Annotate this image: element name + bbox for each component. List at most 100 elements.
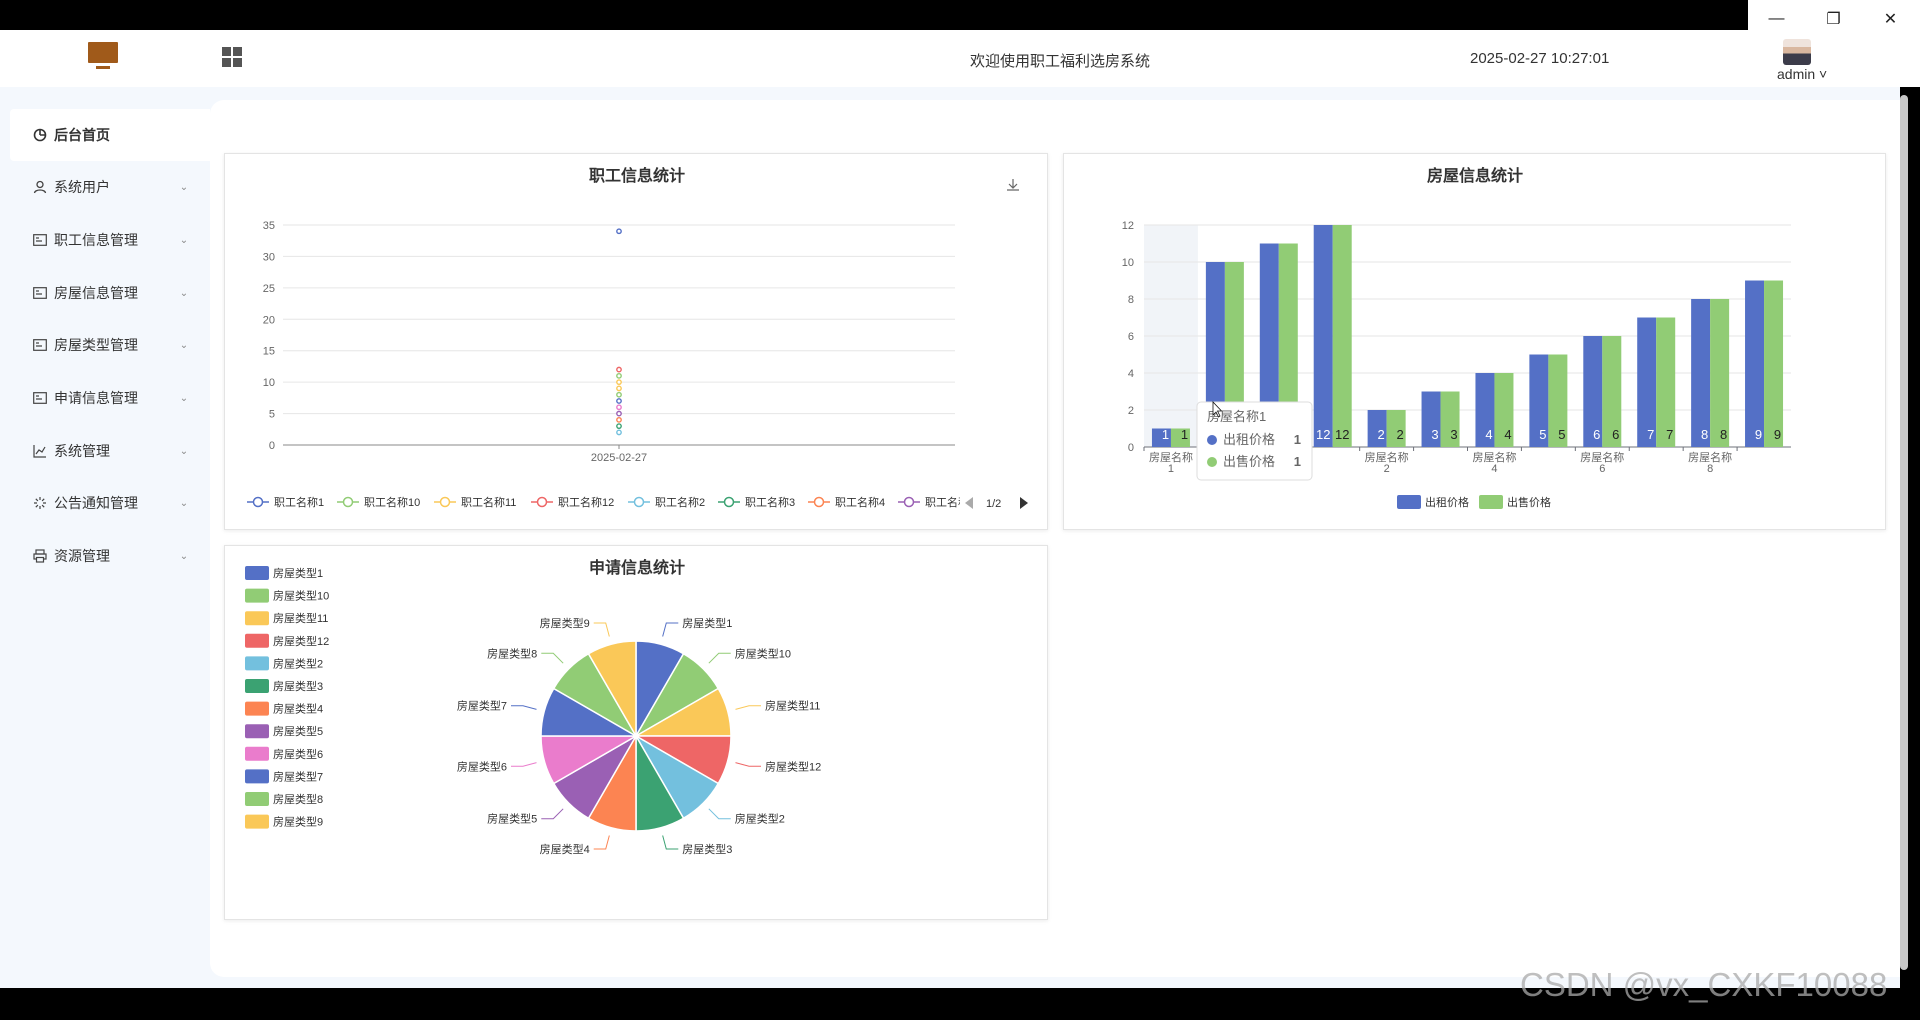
bar[interactable]: [1151, 428, 1171, 448]
page-scrollbar[interactable]: [1900, 95, 1908, 970]
sidebar-item-system[interactable]: 系统管理 ⌄: [10, 425, 210, 477]
sidebar-item-system-users[interactable]: 系统用户 ⌄: [10, 161, 210, 213]
bar[interactable]: [1602, 336, 1622, 447]
legend-label[interactable]: 出租价格: [1425, 495, 1469, 509]
legend-label[interactable]: 房屋类型11: [273, 611, 328, 625]
legend-marker[interactable]: [342, 496, 354, 508]
legend-label[interactable]: 房屋类型5: [273, 724, 323, 738]
legend-label[interactable]: 职工名称2: [655, 495, 705, 509]
legend-marker[interactable]: [245, 701, 269, 716]
legend-marker[interactable]: [245, 746, 269, 761]
legend-label[interactable]: 房屋类型12: [273, 634, 329, 648]
legend-marker[interactable]: [245, 679, 269, 693]
legend-marker[interactable]: [245, 814, 269, 829]
bar[interactable]: [1170, 428, 1190, 448]
scatter-point: [616, 404, 622, 411]
legend-marker[interactable]: [245, 769, 269, 784]
legend-marker[interactable]: [245, 656, 269, 671]
bar[interactable]: [1529, 354, 1549, 448]
legend-label[interactable]: 职工名称12: [558, 495, 614, 509]
bar[interactable]: [1386, 410, 1406, 447]
scatter-point: [616, 372, 622, 379]
bar-value-label: 3: [1450, 427, 1457, 442]
grid-icon[interactable]: [222, 47, 242, 67]
sidebar-item-employee-info[interactable]: 职工信息管理 ⌄: [10, 214, 210, 266]
legend-label[interactable]: 房屋类型7: [273, 769, 323, 783]
legend-prev-icon[interactable]: [965, 497, 973, 509]
bar[interactable]: [1548, 354, 1568, 448]
legend-label[interactable]: 房屋类型4: [273, 702, 323, 716]
bar-value-label: 1: [1162, 427, 1169, 442]
legend-marker[interactable]: [813, 496, 825, 508]
legend-marker[interactable]: [245, 611, 269, 626]
sidebar-item-label: 房屋信息管理: [54, 285, 138, 301]
bar[interactable]: [1421, 391, 1441, 448]
sidebar-item-house-type[interactable]: 房屋类型管理 ⌄: [10, 319, 210, 371]
bar[interactable]: [1278, 243, 1298, 448]
bar[interactable]: [1440, 391, 1460, 448]
sidebar-item-house-info[interactable]: 房屋信息管理 ⌄: [10, 267, 210, 319]
restore-icon[interactable]: ❐: [1826, 11, 1841, 28]
legend-label[interactable]: 房屋类型3: [273, 679, 323, 693]
bar[interactable]: [1710, 299, 1730, 447]
legend-label[interactable]: 房屋类型1: [273, 566, 323, 580]
legend-marker[interactable]: [723, 496, 735, 508]
legend-label[interactable]: 职工名称1: [274, 495, 324, 509]
legend-label[interactable]: 职工名称: [925, 495, 969, 509]
sidebar-item-application[interactable]: 申请信息管理 ⌄: [10, 372, 210, 424]
y-tick-label: 12: [1122, 220, 1134, 232]
bar[interactable]: [1494, 373, 1514, 447]
legend-marker[interactable]: [252, 496, 264, 508]
legend-next-icon[interactable]: [1020, 497, 1028, 509]
bar[interactable]: [1332, 225, 1352, 447]
bar[interactable]: [1764, 280, 1784, 448]
bar-value-label: 6: [1612, 427, 1619, 442]
legend-marker[interactable]: [439, 496, 451, 508]
legend-marker[interactable]: [245, 633, 269, 648]
legend-marker[interactable]: [536, 496, 548, 508]
bar[interactable]: [1583, 336, 1603, 447]
monitor-icon[interactable]: [88, 42, 118, 72]
pie-slice[interactable]: [587, 640, 637, 739]
legend-marker[interactable]: [1397, 495, 1421, 509]
legend-label[interactable]: 房屋类型8: [273, 792, 323, 806]
legend-label[interactable]: 职工名称3: [745, 495, 795, 509]
legend-label[interactable]: 职工名称11: [461, 495, 516, 509]
bar[interactable]: [1691, 299, 1711, 447]
legend-marker[interactable]: [633, 496, 645, 508]
chevron-down-icon: ⌄: [179, 392, 189, 404]
bar[interactable]: [1313, 225, 1333, 447]
bar[interactable]: [1205, 262, 1225, 447]
legend-marker[interactable]: [245, 566, 269, 580]
legend-marker[interactable]: [903, 496, 915, 508]
sidebar-item-label: 公告通知管理: [54, 495, 138, 511]
legend-label[interactable]: 房屋类型10: [273, 589, 329, 603]
bar[interactable]: [1367, 410, 1387, 447]
bar[interactable]: [1224, 262, 1244, 447]
legend-marker[interactable]: [245, 588, 269, 603]
user-menu[interactable]: admin ˅: [1777, 66, 1828, 82]
legend-label[interactable]: 房屋类型6: [273, 747, 323, 761]
legend-marker[interactable]: [1479, 495, 1503, 509]
avatar[interactable]: [1783, 39, 1811, 65]
bar[interactable]: [1259, 243, 1279, 448]
loading-icon: [32, 495, 48, 511]
legend-label[interactable]: 出售价格: [1507, 495, 1551, 509]
minimize-icon[interactable]: —: [1768, 10, 1785, 27]
bar[interactable]: [1656, 317, 1676, 448]
sidebar-item-home[interactable]: 后台首页: [10, 109, 210, 161]
legend-label[interactable]: 职工名称4: [835, 495, 885, 509]
bar[interactable]: [1637, 317, 1657, 448]
legend-marker[interactable]: [245, 792, 269, 806]
download-icon[interactable]: [1007, 179, 1019, 191]
sidebar-item-resources[interactable]: 资源管理 ⌄: [10, 530, 210, 582]
legend-marker[interactable]: [245, 724, 269, 739]
legend-label[interactable]: 职工名称10: [364, 495, 420, 509]
legend-label[interactable]: 房屋类型2: [273, 656, 323, 670]
bar[interactable]: [1745, 280, 1765, 448]
sidebar-item-notice[interactable]: 公告通知管理 ⌄: [10, 477, 210, 529]
close-icon[interactable]: ✕: [1883, 11, 1898, 28]
bar[interactable]: [1475, 373, 1495, 447]
y-tick-label: 5: [269, 409, 275, 421]
legend-label[interactable]: 房屋类型9: [273, 815, 323, 829]
